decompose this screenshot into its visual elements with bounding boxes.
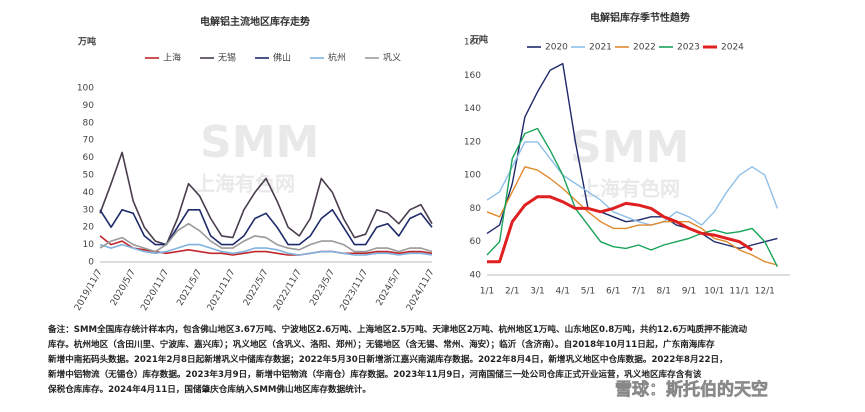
x-tick-label: 2020/11/7 [139,268,171,313]
y-tick-label: 60 [470,237,482,247]
y-tick-label: 0 [88,258,94,268]
legend-label: 2023 [677,43,700,53]
y-tick-label: 20 [83,223,95,233]
note-line: 库存。杭州地区（含田川里、宁波库、嘉兴库）；巩义地区（含巩义、洛阳、郑州）；无锡… [48,338,715,350]
note-line: 保税仓库库存。2024年4月11日，国储肇庆仓库纳入SMM佛山地区库存数据统计。 [47,383,371,395]
watermark-name: 上海有色网 [195,172,295,196]
y-axis-label: 万吨 [469,34,488,46]
x-tick-label: 9/1 [682,287,696,297]
watermark-name: 上海有色网 [580,177,680,201]
legend-label: 佛山 [273,52,291,64]
y-tick-label: 100 [464,171,481,181]
x-tick-label: 2023/5/7 [308,268,337,308]
x-tick-label: 2022/5/7 [242,268,271,308]
x-tick-label: 2023/11/7 [339,268,371,313]
x-tick-label: 3/1 [530,287,544,297]
note-line: 新增中铝物流（无锡仓）库存数据。2023年3月9日，新增中铝物流（华南仓）库存数… [48,368,702,380]
series-line [99,209,433,246]
y-tick-label: 160 [464,71,481,81]
x-tick-label: 2024/5/7 [375,268,404,308]
legend-label: 2020 [545,43,568,53]
chart-title: 电解铝主流地区库存走势 [200,15,310,28]
x-tick-label: 2021/11/7 [206,268,238,313]
legend-label: 杭州 [328,52,346,64]
x-tick-label: 2/1 [505,287,519,297]
legend-label: 无锡 [218,53,236,64]
legend-label: 巩义 [383,53,401,64]
series-line [99,222,433,253]
x-tick-label: 2021/5/7 [175,268,204,308]
legend-label: 2024 [721,43,744,53]
series-line [486,127,779,268]
x-tick-label: 5/1 [581,287,595,297]
series-line [486,166,778,266]
x-tick-label: 10/1 [704,287,724,297]
y-tick-label: 10 [83,240,95,250]
y-tick-label: 70 [83,136,95,146]
x-tick-label: 2022/11/7 [272,268,304,313]
chart-title: 电解铝库存季节性趋势 [590,11,690,24]
x-tick-label: 6/1 [606,287,620,297]
x-tick-label: 7/1 [631,287,645,297]
y-tick-label: 100 [77,84,94,94]
legend-label: 2021 [589,43,612,53]
y-axis-label: 万吨 [77,36,96,48]
series-line [487,195,753,264]
x-tick-label: 1/1 [480,287,494,297]
watermark-logo: SMM [570,122,689,173]
y-tick-label: 30 [83,205,95,215]
series-line [486,62,778,250]
y-tick-label: 80 [83,118,95,128]
x-tick-label: 12/1 [755,287,775,297]
x-tick-label: 2020/5/7 [109,268,138,308]
x-tick-label: 2024/11/7 [405,268,437,313]
series-line [99,151,433,246]
y-tick-label: 140 [464,104,481,114]
x-tick-label: 4/1 [556,287,570,297]
x-tick-label: 2019/11/7 [73,268,105,313]
legend-label: 2022 [633,43,656,53]
y-tick-label: 120 [464,137,481,147]
y-tick-label: 40 [83,188,95,198]
series-line [486,141,779,226]
y-tick-label: 40 [470,271,482,281]
source-watermark: 雪球：斯托伯的天空 [615,379,768,400]
x-tick-label: 8/1 [657,287,671,297]
y-tick-label: 60 [83,153,95,163]
watermark-logo: SMM [200,117,319,168]
y-tick-label: 180 [464,38,481,48]
y-tick-label: 50 [83,171,95,181]
y-tick-label: 80 [470,204,482,214]
note-line: 新增中南拓码头数据。2021年2月8日起新增巩义中储库存数据；2022年5月30… [48,353,728,365]
series-line [99,243,433,256]
x-tick-label: 11/1 [729,287,749,297]
note-line: 备注：SMM全国库存统计样本内，包含佛山地区3.67万吨、宁波地区2.6万吨、上… [47,323,748,335]
legend-label: 上海 [163,52,181,64]
y-tick-label: 90 [83,101,95,111]
